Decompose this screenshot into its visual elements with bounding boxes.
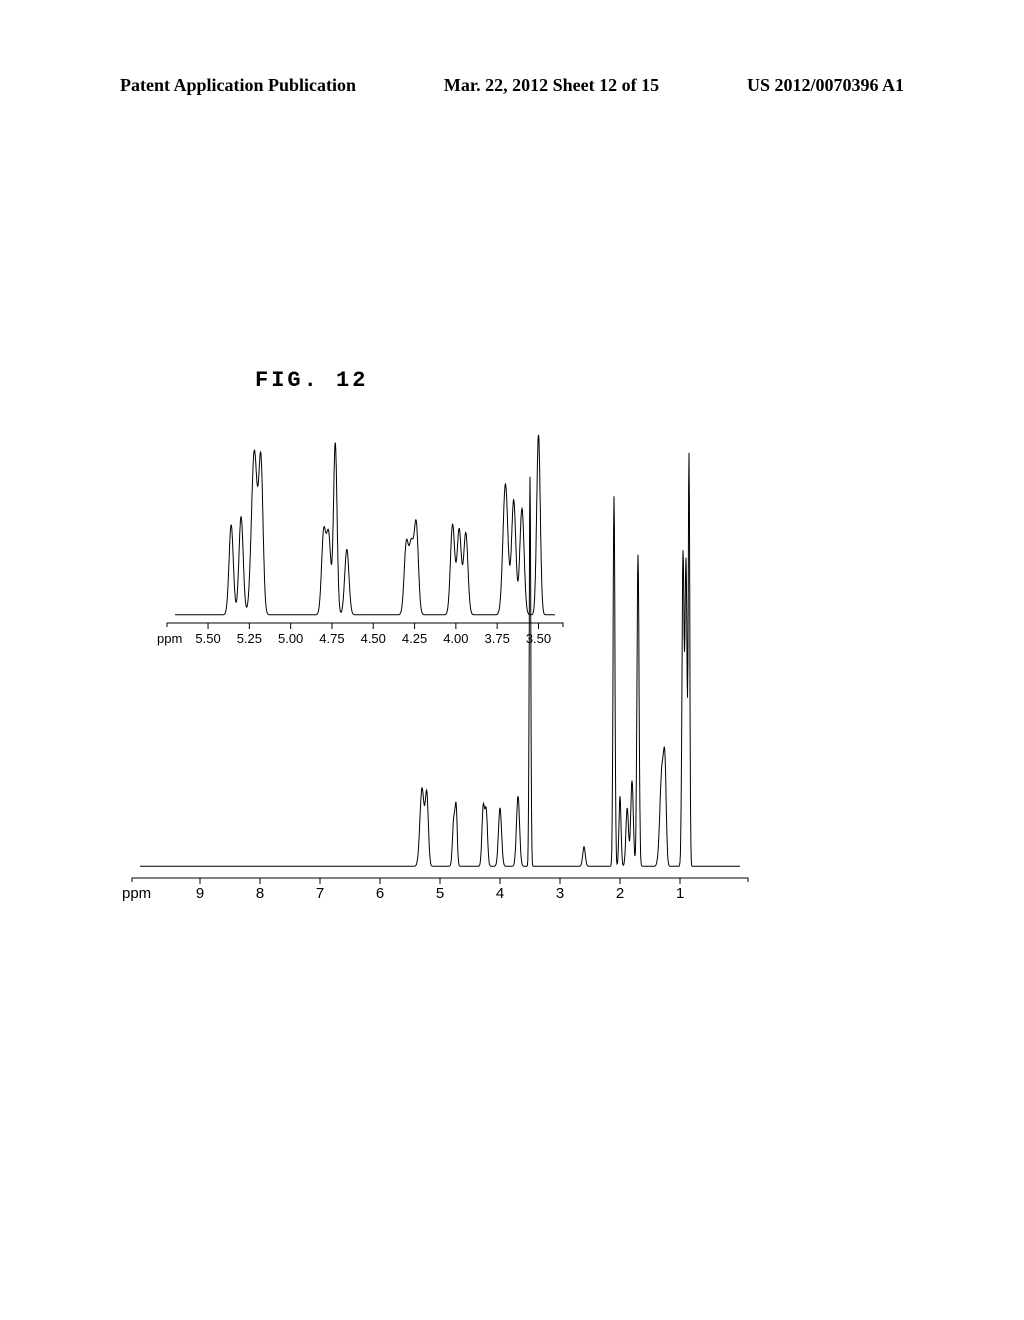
x-tick-label: 1	[676, 885, 684, 902]
main-nmr-spectrum: 9 8 7 6 5 4 3 2 1 ppm	[115, 420, 755, 910]
page-header: Patent Application Publication Mar. 22, …	[0, 75, 1024, 96]
header-middle: Mar. 22, 2012 Sheet 12 of 15	[444, 75, 659, 96]
x-tick-label: 9	[196, 885, 204, 902]
x-tick-label: 6	[376, 885, 384, 902]
header-left: Patent Application Publication	[120, 75, 356, 96]
figure-title: FIG. 12	[255, 368, 368, 393]
x-unit-label: ppm	[122, 885, 151, 902]
x-tick-label: 7	[316, 885, 324, 902]
spectrum-trace	[140, 453, 740, 867]
x-tick-label: 5	[436, 885, 444, 902]
x-tick-label: 8	[256, 885, 264, 902]
x-tick-label: 2	[616, 885, 624, 902]
x-tick-label: 4	[496, 885, 504, 902]
x-tick-label: 3	[556, 885, 564, 902]
header-right: US 2012/0070396 A1	[747, 75, 904, 96]
